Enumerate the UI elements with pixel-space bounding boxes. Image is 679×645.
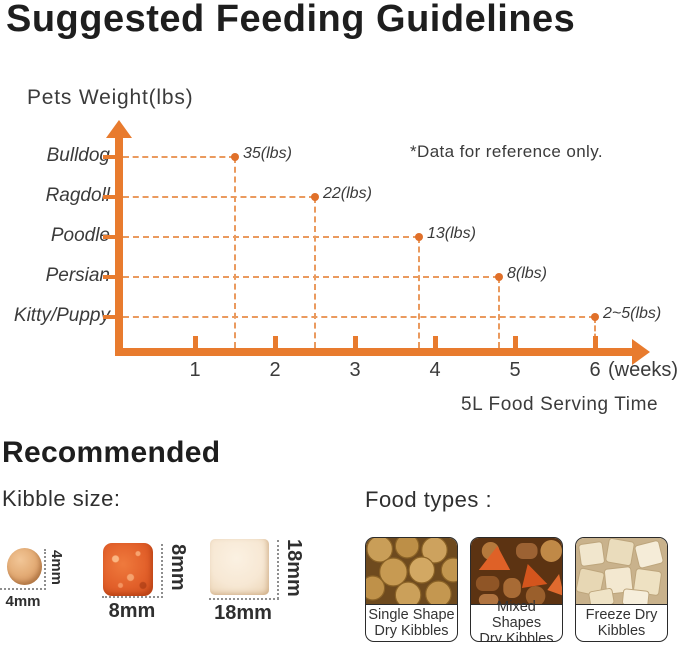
food-type-label-line1: Mixed Shapes — [491, 599, 542, 631]
x-axis-tick — [353, 336, 358, 348]
x-axis-tick — [513, 336, 518, 348]
food-type-label-line1: Freeze Dry — [585, 607, 658, 623]
food-type-label-line2: Dry Kibbles — [374, 623, 449, 639]
food-type-label: Freeze Dry Kibbles — [576, 604, 667, 641]
y-category-label: Poodle — [50, 225, 110, 246]
measure-line-horizontal-18mm — [209, 598, 279, 600]
food-type-card-single-shape: Single Shape Dry Kibbles — [365, 537, 458, 642]
food-type-label-line2: Kibbles — [597, 623, 646, 639]
y-axis-tick — [103, 195, 123, 199]
data-point-value-label: 35(lbs) — [243, 145, 292, 162]
x-axis-tick-label: 1 — [189, 359, 201, 381]
kibble-8mm-height-label: 8mm — [167, 544, 189, 591]
y-axis-line — [115, 134, 123, 356]
food-type-label-line1: Single Shape — [368, 607, 455, 623]
x-axis-tick — [193, 336, 198, 348]
recommended-heading: Recommended — [2, 436, 221, 469]
kibble-4mm-width-label: 4mm — [5, 593, 41, 610]
y-category-label: Kitty/Puppy — [13, 305, 110, 326]
freeze-dry-kibbles-image — [576, 538, 667, 604]
data-point-value-label: 8(lbs) — [507, 265, 548, 282]
y-category-label: Ragdoll — [45, 185, 110, 206]
guide-line-horizontal — [123, 156, 235, 158]
food-type-label: Mixed Shapes Dry Kibbles — [471, 599, 562, 642]
y-category-label: Bulldog — [46, 145, 110, 166]
x-axis-caption: 5L Food Serving Time — [461, 394, 659, 415]
guide-line-horizontal — [123, 316, 595, 318]
measure-line-vertical-4mm — [44, 549, 46, 590]
single-shape-dry-kibbles-image — [366, 538, 457, 604]
y-category-label: Persian — [45, 265, 110, 286]
x-axis-tick — [273, 336, 278, 348]
measure-line-horizontal-4mm — [0, 588, 46, 590]
x-axis-tick-label: 2 — [269, 359, 281, 381]
kibble-8mm-width-label: 8mm — [108, 600, 156, 622]
kibble-4mm-height-label: 4mm — [48, 550, 65, 586]
guide-line-vertical — [418, 237, 420, 348]
x-axis-tick-label: 3 — [349, 359, 361, 381]
data-point — [231, 153, 239, 161]
food-types-label: Food types : — [365, 487, 493, 512]
x-axis-tick — [593, 336, 598, 348]
data-point-value-label: 13(lbs) — [427, 225, 476, 242]
food-type-label-line2: Dry Kibbles — [479, 631, 554, 642]
guide-line-horizontal — [123, 196, 315, 198]
data-point — [495, 273, 503, 281]
x-axis-unit-label: (weeks) — [608, 359, 679, 381]
x-axis-tick — [433, 336, 438, 348]
data-point — [311, 193, 319, 201]
guide-line-horizontal — [123, 276, 499, 278]
data-point — [591, 313, 599, 321]
y-axis-tick — [103, 315, 123, 319]
chart-note: *Data for reference only. — [410, 142, 603, 161]
food-type-label: Single Shape Dry Kibbles — [366, 604, 457, 641]
kibble-18mm-width-label: 18mm — [214, 602, 272, 624]
measure-line-horizontal-8mm — [102, 596, 163, 598]
kibble-size-label: Kibble size: — [2, 486, 121, 511]
kibble-4mm-image — [7, 548, 42, 585]
food-type-card-freeze-dry: Freeze Dry Kibbles — [575, 537, 668, 642]
guide-line-vertical — [594, 317, 596, 348]
x-axis-arrow — [632, 339, 650, 365]
data-point — [415, 233, 423, 241]
kibble-18mm-height-label: 18mm — [283, 539, 305, 597]
measure-line-vertical-8mm — [161, 544, 163, 598]
data-point-value-label: 22(lbs) — [323, 185, 372, 202]
kibble-18mm-image — [210, 539, 269, 595]
y-axis-tick — [103, 155, 123, 159]
y-axis-tick — [103, 235, 123, 239]
measure-line-vertical-18mm — [277, 540, 279, 599]
guide-line-vertical — [498, 277, 500, 348]
x-axis-tick-label: 6 — [589, 359, 601, 381]
y-axis-arrow — [106, 120, 132, 138]
x-axis-tick-label: 5 — [509, 359, 521, 381]
data-point-value-label: 2~5(lbs) — [603, 305, 662, 322]
guide-line-horizontal — [123, 236, 419, 238]
food-type-card-mixed-shapes: Mixed Shapes Dry Kibbles — [470, 537, 563, 642]
x-axis-line — [115, 348, 634, 356]
y-axis-tick — [103, 275, 123, 279]
page-title: Suggested Feeding Guidelines — [6, 0, 576, 40]
kibble-8mm-image — [103, 543, 153, 596]
chart-y-axis-title: Pets Weight(lbs) — [27, 86, 194, 109]
x-axis-tick-label: 4 — [429, 359, 441, 381]
mixed-shapes-dry-kibbles-image — [471, 538, 562, 604]
guide-line-vertical — [314, 197, 316, 348]
guide-line-vertical — [234, 157, 236, 348]
